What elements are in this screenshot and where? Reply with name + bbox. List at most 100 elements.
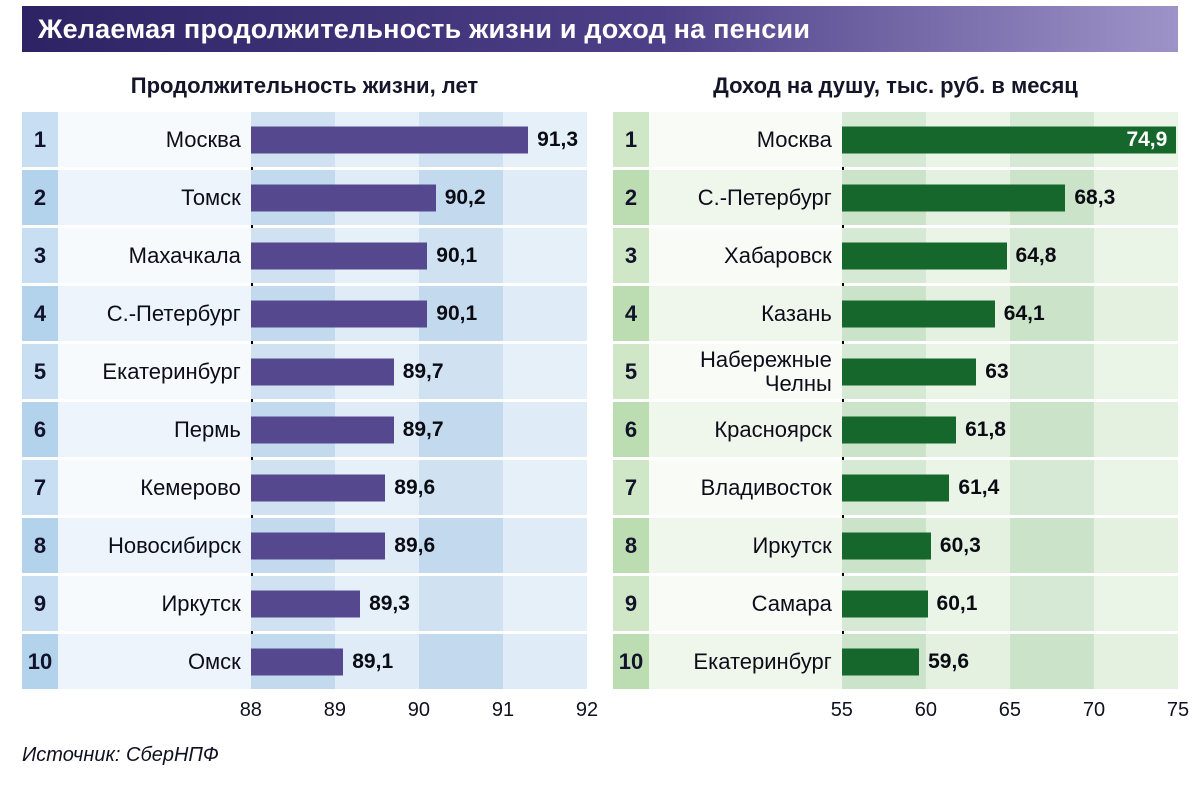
chart-row: 3 Махачкала 90,1 [22, 228, 587, 283]
bar-track: 60,1 [841, 576, 1178, 631]
axis-tick: 89 [323, 699, 346, 721]
chart-title-life: Продолжительность жизни, лет [130, 73, 479, 98]
chart-row: 6 Пермь 89,7 [22, 402, 587, 457]
bar [250, 474, 386, 501]
rank-badge: 8 [22, 518, 58, 573]
bar-track: 74,9 [841, 112, 1178, 167]
value-label: 61,4 [958, 475, 1000, 499]
bar-track: 91,3 [250, 112, 587, 167]
bar-track: 90,2 [250, 170, 587, 225]
bar [841, 358, 977, 385]
bar [841, 416, 957, 443]
rank-badge: 4 [22, 286, 58, 341]
value-label: 90,1 [436, 301, 478, 325]
value-label: 63 [985, 359, 1009, 383]
axis-tick: 55 [830, 699, 853, 721]
axis-tick: 60 [914, 699, 937, 721]
axis-tick: 70 [1082, 699, 1106, 721]
bar [250, 532, 386, 559]
rank-badge: 9 [22, 576, 58, 631]
chart-row: 6 Красноярск 61,8 [613, 402, 1178, 457]
rank-badge: 10 [22, 634, 58, 689]
rank-badge: 2 [613, 170, 649, 225]
value-label: 74,9 [1126, 127, 1168, 151]
rank-badge: 1 [613, 112, 649, 167]
city-label: Хабаровск [649, 228, 842, 283]
rank-badge: 1 [22, 112, 58, 167]
bar [250, 184, 436, 211]
value-label: 89,7 [402, 359, 444, 383]
chart-row: 9 Самара 60,1 [613, 576, 1178, 631]
value-label: 61,8 [965, 417, 1006, 441]
bar [250, 358, 394, 385]
value-label: 89,6 [394, 475, 436, 499]
bar [841, 532, 931, 559]
bar-track: 90,1 [250, 286, 587, 341]
bar [841, 184, 1066, 211]
bar-track: 90,1 [250, 228, 587, 283]
bar-track: 89,1 [250, 634, 587, 689]
axis-baseline [841, 112, 844, 686]
rank-badge: 8 [613, 518, 649, 573]
rank-badge: 10 [613, 634, 649, 689]
bar [250, 648, 344, 675]
title-bar: Желаемая продолжительность жизни и доход… [22, 6, 1178, 52]
bar-track: 89,7 [250, 402, 587, 457]
rank-badge: 5 [613, 344, 649, 399]
rank-badge: 2 [22, 170, 58, 225]
value-label: 60,1 [936, 591, 978, 615]
rank-badge: 3 [22, 228, 58, 283]
city-label: Екатеринбург [58, 344, 251, 399]
axis-spacer [22, 692, 251, 726]
axis-tick: 75 [1166, 699, 1190, 721]
rank-badge: 5 [22, 344, 58, 399]
chart-row: 10 Омск 89,1 [22, 634, 587, 689]
bar [841, 300, 995, 327]
bar [250, 242, 428, 269]
bar [250, 590, 361, 617]
rows-life: 1 Москва 91,3 2 Томск 90,2 3 Махачкала 90,1 4 С.-П… [22, 112, 587, 689]
value-label: 89,7 [402, 417, 444, 441]
chart-row: 7 Кемерово 89,6 [22, 460, 587, 515]
bar-track: 61,8 [841, 402, 1178, 457]
value-label: 89,3 [369, 591, 410, 615]
city-label: Самара [649, 576, 842, 631]
chart-row: 10 Екатеринбург 59,6 [613, 634, 1178, 689]
source-note: Источник: СберНПФ [22, 744, 219, 766]
rank-badge: 6 [613, 402, 649, 457]
value-label: 64,1 [1003, 301, 1045, 325]
value-label: 64,8 [1015, 243, 1057, 267]
city-label: Иркутск [649, 518, 842, 573]
city-label: Набережные Челны [649, 344, 842, 399]
rank-badge: 9 [613, 576, 649, 631]
chart-row: 8 Иркутск 60,3 [613, 518, 1178, 573]
bar [841, 648, 920, 675]
chart-row: 8 Новосибирск 89,6 [22, 518, 587, 573]
chart-row: 5 Екатеринбург 89,7 [22, 344, 587, 399]
chart-row: 3 Хабаровск 64,8 [613, 228, 1178, 283]
bar-track: 89,7 [250, 344, 587, 399]
value-label: 90,1 [436, 243, 478, 267]
value-label: 90,2 [444, 185, 486, 209]
city-label: Кемерово [58, 460, 251, 515]
chart-row: 2 Томск 90,2 [22, 170, 587, 225]
bar [841, 474, 950, 501]
chart-row: 4 Казань 64,1 [613, 286, 1178, 341]
city-label: Казань [649, 286, 842, 341]
city-label: С.-Петербург [649, 170, 842, 225]
city-label: Москва [649, 112, 842, 167]
rank-badge: 6 [22, 402, 58, 457]
bar-track: 64,1 [841, 286, 1178, 341]
rank-badge: 7 [613, 460, 649, 515]
city-label: Владивосток [649, 460, 842, 515]
chart-row: 1 Москва 91,3 [22, 112, 587, 167]
chart-row: 2 С.-Петербург 68,3 [613, 170, 1178, 225]
city-label: С.-Петербург [58, 286, 251, 341]
rows-income: 1 Москва 74,9 2 С.-Петербург 68,3 3 Хабаровск 64… [613, 112, 1178, 689]
city-label: Красноярск [649, 402, 842, 457]
city-label: Екатеринбург [649, 634, 842, 689]
axis-tick: 92 [575, 699, 599, 721]
value-label: 68,3 [1074, 185, 1116, 209]
axis-tick: 88 [239, 699, 262, 721]
axis-row: 55 60 65 70 75 [613, 692, 1189, 726]
